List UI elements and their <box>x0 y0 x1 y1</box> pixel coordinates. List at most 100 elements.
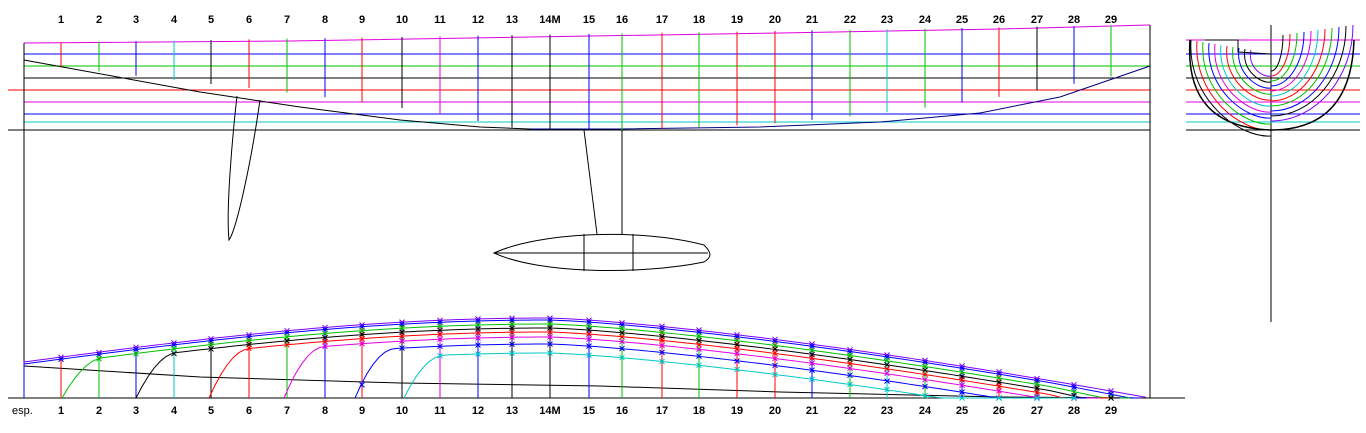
offset-point-marker <box>547 350 553 356</box>
body-section-fwd <box>1270 26 1340 112</box>
bottom-station-label: 8 <box>322 405 328 417</box>
offset-point-marker <box>1034 394 1040 400</box>
offset-point-marker <box>1071 384 1077 391</box>
body-section-fwd <box>1270 28 1326 102</box>
offset-point-marker <box>246 345 252 352</box>
sheer-line <box>23 24 1151 44</box>
body-plan-sections <box>1188 24 1355 137</box>
offset-point-marker <box>359 382 365 388</box>
body-section-aft <box>1190 39 1272 137</box>
offset-point-marker <box>996 375 1002 381</box>
bottom-station-label: 28 <box>1068 405 1080 417</box>
keel-profile <box>23 59 531 130</box>
body-section-fwd <box>1270 25 1347 117</box>
body-section-fwd <box>1270 33 1291 77</box>
body-section-fwd <box>1270 29 1319 97</box>
offset-point-marker <box>509 341 515 348</box>
offset-point-marker <box>475 335 481 341</box>
offset-point-marker <box>619 345 625 352</box>
offset-point-marker <box>586 331 592 337</box>
offset-point-marker <box>884 365 890 372</box>
offset-point-marker <box>734 350 740 357</box>
offset-point-marker <box>437 336 443 343</box>
top-station-label: 22 <box>844 14 856 26</box>
offset-point-marker <box>619 329 625 336</box>
top-station-label: 13 <box>506 14 518 26</box>
offset-point-marker <box>284 341 290 348</box>
half-breadth-waterline-curve <box>135 327 1120 399</box>
offset-point-marker <box>399 333 405 340</box>
half-breadth-waterline-curves <box>23 315 1147 401</box>
offset-point-marker <box>847 352 853 359</box>
bottom-station-label: 16 <box>616 405 628 417</box>
offset-point-marker <box>322 330 328 337</box>
body-section-aft <box>1214 43 1272 113</box>
bottom-station-label: 15 <box>583 405 595 417</box>
offset-point-marker <box>996 368 1002 375</box>
top-station-label: 7 <box>284 14 290 26</box>
offset-point-marker <box>772 371 778 378</box>
offset-point-marker <box>1034 381 1040 387</box>
bottom-station-labels: 1 2 3 4 5 6 7 8 9 10 11 12 13 14M 15 16 17 18 19 20 21 22 23 24… <box>58 405 1117 417</box>
bottom-station-label: 6 <box>246 405 252 417</box>
bottom-station-label: 27 <box>1031 405 1043 417</box>
half-breadth-waterline-curve <box>23 317 1147 398</box>
top-station-label: 6 <box>246 14 252 26</box>
body-section-fwd <box>1270 31 1305 87</box>
offset-point-marker <box>847 381 853 388</box>
profile-view <box>8 24 1151 398</box>
offset-point-marker <box>1108 395 1114 401</box>
offset-point-marker <box>996 388 1002 394</box>
offset-point-marker <box>959 376 965 383</box>
offset-point-marker <box>619 338 625 345</box>
bottom-station-label: 20 <box>769 405 781 417</box>
offset-point-marker <box>586 343 592 349</box>
offset-point-marker <box>547 341 553 347</box>
offset-point-marker <box>475 342 481 348</box>
offset-point-marker <box>619 325 625 332</box>
offset-point-marker <box>586 352 592 359</box>
offset-point-marker <box>659 329 665 336</box>
offset-point-marker <box>996 383 1002 390</box>
offset-point-marker <box>586 336 592 343</box>
offset-point-marker <box>322 343 328 350</box>
offset-point-marker <box>547 334 553 340</box>
bottom-station-label: 3 <box>133 405 139 417</box>
offset-point-marker <box>547 329 553 335</box>
bottom-station-label: 13 <box>506 405 518 417</box>
offset-point-marker <box>772 350 778 357</box>
bottom-station-label: 14M <box>539 405 560 417</box>
body-section-fwd <box>1270 34 1284 72</box>
top-station-label: 28 <box>1068 14 1080 26</box>
top-station-label: 4 <box>171 14 178 26</box>
half-breadth-waterline-curve <box>354 343 1087 399</box>
body-section-fwd <box>1270 32 1298 82</box>
offset-point-marker <box>734 341 740 348</box>
offset-point-marker <box>1071 392 1077 399</box>
bottom-station-label: 23 <box>881 405 893 417</box>
offset-point-marker <box>696 333 702 340</box>
top-station-label: 10 <box>396 14 408 26</box>
body-section-aft <box>1244 48 1272 83</box>
offset-point-marker <box>847 372 853 378</box>
bottom-station-label: 25 <box>956 405 968 417</box>
offset-point-marker <box>659 349 665 356</box>
offset-point-marker <box>959 395 965 401</box>
profile-station-lines <box>60 25 1112 130</box>
top-station-label: 23 <box>881 14 893 26</box>
offset-point-marker <box>171 345 177 352</box>
offset-point-marker <box>884 378 890 384</box>
offset-point-marker <box>208 346 214 352</box>
offset-point-marker <box>959 389 965 395</box>
offset-point-marker <box>1034 395 1040 401</box>
offset-point-marker <box>659 337 665 344</box>
bottom-station-label: 1 <box>58 405 64 417</box>
offset-point-marker <box>619 354 625 361</box>
offset-point-marker <box>696 337 702 344</box>
offset-point-marker <box>475 318 481 324</box>
half-breadth-waterline-curve <box>283 336 1100 399</box>
offset-point-marker <box>734 345 740 352</box>
keel-profile-aft <box>530 65 1151 130</box>
body-section-fwd <box>1270 27 1333 107</box>
